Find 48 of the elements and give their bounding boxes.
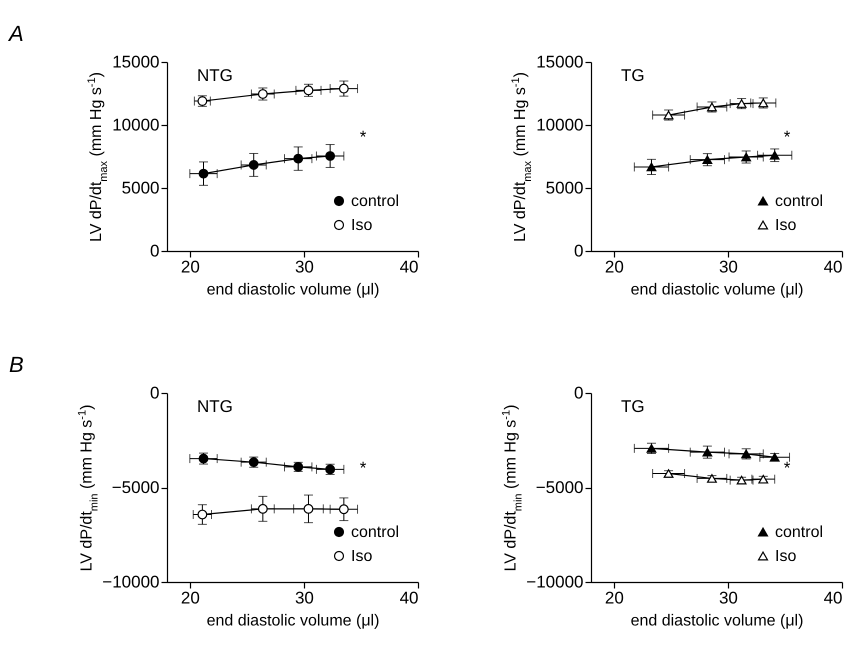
chart-title: NTG: [197, 397, 233, 416]
x-tick-label: 30: [718, 258, 738, 276]
y-tick-label: 0: [574, 384, 584, 402]
y-tick-label: 0: [150, 384, 160, 402]
y-tick-label: −5000: [536, 478, 584, 497]
x-tick-label: 20: [604, 258, 624, 276]
x-tick-label: 30: [294, 258, 314, 276]
chart-title: NTG: [197, 66, 233, 85]
chart-title: TG: [621, 66, 645, 85]
text: A: [7, 21, 24, 46]
x-axis-title: end diastolic volume (μl): [206, 612, 380, 630]
y-tick-label: 10000: [112, 116, 160, 134]
x-axis-title: end diastolic volume (μl): [630, 612, 804, 630]
x-tick-label: 20: [604, 588, 624, 608]
y-tick-label: −10000: [526, 572, 584, 592]
y-tick-label: 0: [150, 242, 160, 260]
y-tick-label: 10000: [536, 116, 584, 134]
x-tick-label: 20: [180, 588, 200, 608]
annotation: *: [360, 128, 367, 147]
y-tick-label: 5000: [122, 178, 160, 198]
x-tick-label: 20: [180, 258, 200, 276]
legend-label: control: [351, 193, 400, 210]
x-tick-label: 40: [824, 588, 842, 608]
legend-label: control: [775, 193, 824, 210]
legend-label: Iso: [351, 217, 372, 234]
x-tick-label: 30: [294, 588, 314, 608]
text: B: [9, 352, 24, 377]
chart-title: TG: [621, 397, 645, 416]
legend-label: Iso: [775, 548, 796, 565]
legend-label: Iso: [351, 548, 372, 565]
y-tick-label: −10000: [102, 572, 160, 592]
x-axis-title: end diastolic volume (μl): [630, 282, 804, 298]
legend-label: control: [775, 524, 824, 541]
x-axis-title: end diastolic volume (μl): [206, 282, 380, 298]
y-tick-label: −5000: [112, 478, 160, 497]
y-tick-label: 0: [574, 242, 584, 260]
y-tick-label: 15000: [112, 52, 160, 72]
x-tick-label: 40: [400, 258, 418, 276]
legend-label: Iso: [775, 217, 796, 234]
x-tick-label: 40: [400, 588, 418, 608]
y-tick-label: 5000: [546, 178, 584, 198]
x-tick-label: 40: [824, 258, 842, 276]
legend-label: control: [351, 524, 400, 541]
annotation: *: [784, 458, 791, 478]
x-tick-label: 30: [718, 588, 738, 608]
annotation: *: [784, 128, 791, 147]
annotation: *: [360, 458, 367, 478]
y-tick-label: 15000: [536, 52, 584, 72]
